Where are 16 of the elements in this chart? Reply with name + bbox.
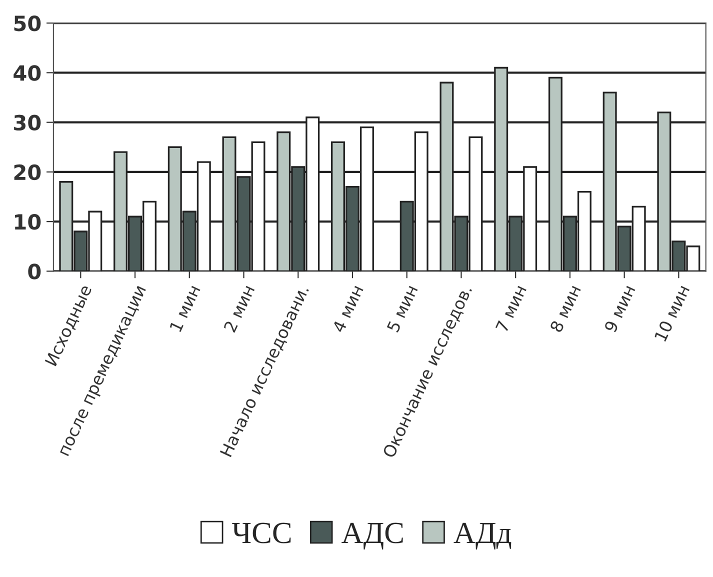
x-tick-label: 8 мин <box>549 284 582 333</box>
legend-label: АДС <box>342 522 403 550</box>
y-tick-label: 10 <box>15 214 41 230</box>
x-tick-label: 4 мин <box>332 284 364 334</box>
x-tick-label: 10 мин <box>654 284 690 342</box>
y-tick-label: 30 <box>14 114 41 131</box>
y-tick-label: 40 <box>14 65 41 81</box>
y-tick-label: 20 <box>14 164 41 180</box>
y-tick-label: 0 <box>28 264 41 280</box>
x-tick-label: 1 мин <box>169 284 200 332</box>
x-tick-label: 5 мин <box>386 284 418 333</box>
y-tick-label: 50 <box>14 16 41 32</box>
x-tick-label: 7 мин <box>495 284 526 333</box>
legend-label: ЧСС <box>232 522 291 544</box>
legend-label: АДд <box>454 522 512 550</box>
x-tick-label: 9 мин <box>604 284 636 333</box>
